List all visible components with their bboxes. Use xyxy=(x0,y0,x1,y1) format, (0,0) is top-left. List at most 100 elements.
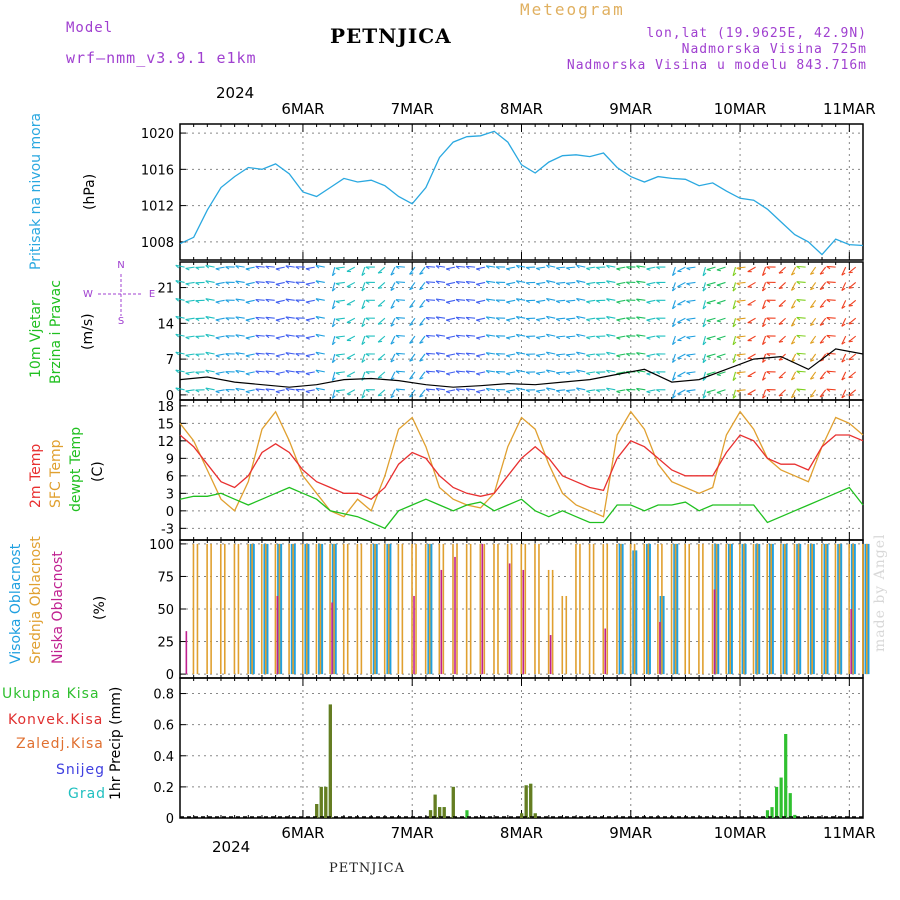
cloud-bar xyxy=(538,543,540,675)
wind-arrow-head xyxy=(736,300,741,304)
wind-arrow-head xyxy=(361,323,366,328)
wind-arrow xyxy=(486,316,496,319)
ytick-label-clouds: 0 xyxy=(166,668,174,683)
wind-arrow-head xyxy=(732,323,737,328)
wind-arrow xyxy=(476,281,486,285)
wind-arrow xyxy=(185,371,195,374)
wind-arrow-head xyxy=(656,281,661,285)
wind-arrow xyxy=(335,371,345,374)
wind-arrow xyxy=(456,265,466,268)
wind-arrow-head xyxy=(465,352,470,356)
wind-arrow xyxy=(819,335,827,344)
panel-frame-temperature xyxy=(179,399,864,541)
wind-arrow-head xyxy=(536,354,541,358)
wind-arrow-head xyxy=(205,351,210,356)
wind-arrow-head xyxy=(762,377,766,381)
wind-arrow-head xyxy=(736,354,741,358)
wind-arrow-head xyxy=(275,391,280,394)
wind-arrow-head xyxy=(732,341,737,346)
precip-bar-conv xyxy=(442,807,446,818)
wind-arrow-head xyxy=(646,301,651,305)
wind-arrow xyxy=(778,317,786,325)
wind-arrow-head xyxy=(566,318,571,322)
wind-arrow-head xyxy=(285,298,290,302)
wind-arrow xyxy=(677,266,686,272)
wind-arrow-head xyxy=(656,389,661,393)
wind-arrow xyxy=(255,281,265,283)
wind-arrow xyxy=(677,353,686,359)
wind-arrow xyxy=(486,387,496,391)
wind-arrow-head xyxy=(255,388,260,392)
wind-arrow xyxy=(706,371,716,375)
cloud-bar xyxy=(561,595,564,675)
ytick-label-temperature: 18 xyxy=(157,400,174,415)
wind-arrow-head xyxy=(215,390,220,394)
wind-arrow xyxy=(395,316,405,319)
wind-arrow xyxy=(747,281,756,288)
cloud-bar xyxy=(251,543,253,675)
wind-arrow xyxy=(446,266,456,270)
wind-arrow-head xyxy=(762,323,766,328)
wind-arrow-head xyxy=(275,319,280,322)
wind-arrow xyxy=(826,388,836,391)
cloud-bar xyxy=(770,543,772,675)
wind-arrow xyxy=(486,352,496,355)
wind-arrow-head xyxy=(762,272,766,276)
precip-bar-total xyxy=(774,786,779,818)
wind-arrow xyxy=(706,317,716,322)
wind-arrow-head xyxy=(656,335,661,339)
precip-bar-total xyxy=(770,807,774,818)
day-label-top: 6MAR xyxy=(281,100,324,118)
wind-arrow xyxy=(796,299,806,301)
wind-arrow xyxy=(732,266,737,276)
wind-arrow xyxy=(566,353,576,356)
wind-arrow-head xyxy=(796,352,801,357)
cloud-bar xyxy=(616,543,618,675)
wind-arrow-head xyxy=(656,317,661,321)
wind-arrow xyxy=(425,265,436,268)
wind-arrow xyxy=(716,353,726,358)
wind-arrow xyxy=(819,317,827,326)
wind-arrow xyxy=(466,265,476,268)
wind-arrow-head xyxy=(390,395,395,399)
wind-arrow-head xyxy=(536,319,541,322)
wind-arrow xyxy=(335,281,345,285)
wind-arrow xyxy=(390,335,396,345)
wind-arrow xyxy=(546,297,556,301)
wind-arrow-head xyxy=(841,377,846,381)
wind-arrow xyxy=(425,281,436,283)
wind-arrow xyxy=(315,333,325,337)
wind-arrow xyxy=(841,300,847,309)
wind-arrow-head xyxy=(485,265,490,269)
wind-arrow xyxy=(506,317,516,321)
wind-arrow-head xyxy=(285,280,290,285)
wind-arrow-head xyxy=(332,287,336,292)
legend-conv-rain: Konvek.Kisa xyxy=(8,712,104,728)
cloud-bar xyxy=(192,543,195,675)
wind-arrow xyxy=(425,388,436,391)
legend-snow: Snijeg xyxy=(56,762,106,778)
wind-arrow xyxy=(536,281,546,285)
wind-arrow-head xyxy=(245,283,250,287)
cloud-bar xyxy=(438,543,441,675)
wind-arrow xyxy=(809,353,817,362)
wind-arrow xyxy=(255,370,265,373)
ytick-label-temperature: 15 xyxy=(157,417,174,432)
wind-arrow xyxy=(796,352,806,355)
wind-arrow-head xyxy=(766,389,771,393)
wind-arrow-head xyxy=(819,394,825,398)
wind-arrow xyxy=(671,282,676,292)
wind-arrow xyxy=(516,316,526,319)
wind-arrow-head xyxy=(606,351,610,356)
wind-arrow-head xyxy=(390,287,395,291)
wind-arrow-head xyxy=(841,323,846,327)
wind-arrow-head xyxy=(515,387,520,392)
cloud-bar xyxy=(702,543,704,675)
wind-arrow-head xyxy=(672,272,676,277)
wind-arrow xyxy=(732,389,737,399)
wind-arrow-head xyxy=(546,280,550,284)
wind-arrow-head xyxy=(409,323,414,326)
ytick-label-pressure: 1016 xyxy=(141,163,174,178)
wind-arrow-head xyxy=(766,353,771,357)
wind-direction-legend: W E N S xyxy=(83,260,155,327)
